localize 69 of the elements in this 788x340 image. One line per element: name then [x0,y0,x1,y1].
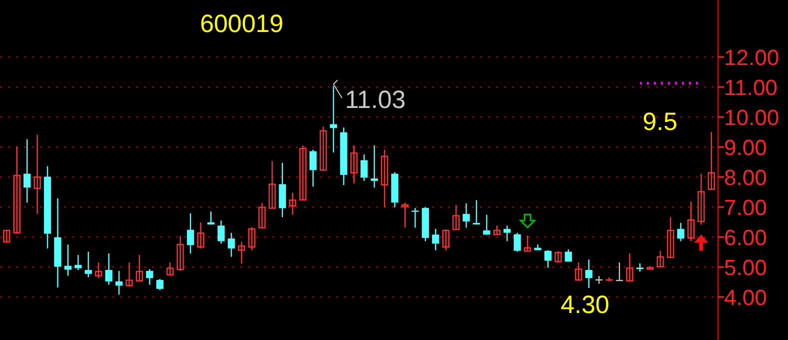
candlestick [207,210,214,225]
candlestick [320,126,327,171]
annotation: 9.5 [642,108,678,136]
candlestick [309,149,317,188]
y-tick-label: 6.00 [724,224,767,250]
candlestick [472,200,480,225]
y-tick-label: 5.00 [724,254,767,280]
candlestick [452,204,460,230]
candlestick [677,222,684,242]
y-tick-label: 7.00 [724,194,767,220]
candlestick [524,234,532,252]
candlestick [3,230,10,242]
candlestick [105,252,112,286]
candlestick [136,254,143,282]
candlestick [278,162,286,218]
candlestick [258,202,266,228]
candlestick [370,144,378,188]
candlestick [197,222,204,249]
candlestick [504,225,511,242]
candlestick [432,228,440,251]
candlestick [442,228,450,251]
candlestick [238,241,246,264]
annotation: 11.03 [345,86,406,114]
candlestick [656,250,664,268]
candlestick [544,250,552,268]
candlestick [156,278,164,291]
annotation: 4.30 [560,291,610,319]
candlestick [666,216,674,258]
candlestick [218,220,225,244]
candlestick [34,134,41,214]
candlestick [13,146,20,234]
candlestick [380,149,388,208]
y-tick-label: 8.00 [724,164,767,190]
candlestick [299,144,306,200]
candlestick [350,144,358,184]
candlestick [462,202,470,228]
candlestick [94,262,102,279]
candlestick [289,192,296,216]
candlestick [228,232,235,258]
candlestick [360,154,368,182]
candlestick [575,262,582,280]
y-tick-label: 11.00 [724,74,778,100]
candlestick [23,138,31,204]
candlestick [554,250,562,264]
candlestick [585,258,592,289]
candlestick [330,86,338,153]
candlestick [176,236,184,272]
candlestick [166,262,174,276]
chart-title: 600019 [200,10,284,38]
candlestick [248,226,256,251]
candlestick [186,212,194,254]
candlestick [401,202,409,228]
candlestick [626,252,634,282]
y-tick-label: 4.00 [724,284,767,310]
y-tick-label: 10.00 [724,104,780,130]
y-tick-label: 9.00 [724,134,767,160]
candlestick [687,201,695,242]
candlestick [412,207,419,228]
candlestick [708,131,715,190]
y-tick-label: 12.00 [724,44,780,70]
candlestick [483,214,490,236]
candlestick [146,268,154,286]
candlestick [698,173,705,226]
candlestick [514,232,521,252]
candlestick [126,262,133,288]
candlestick [84,251,92,278]
candlestick [115,270,123,296]
candlestick [564,248,572,262]
candlestick [268,160,276,209]
